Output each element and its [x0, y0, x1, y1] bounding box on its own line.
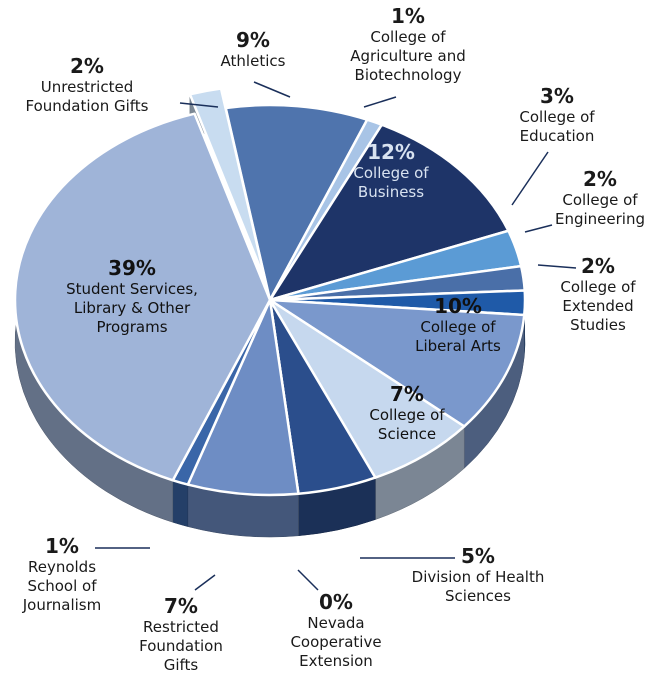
slice-percent: 12%: [367, 140, 415, 164]
slice-name: Division of Health Sciences: [411, 568, 545, 605]
slice-label: 3% College of Education: [502, 84, 612, 146]
slice-name: College of Engineering: [555, 191, 645, 228]
slice-label: 5% Division of Health Sciences: [398, 544, 558, 606]
leader-line: [524, 224, 553, 233]
slice-percent: 3%: [540, 84, 574, 108]
leader-line: [253, 81, 291, 98]
slice-label: 2% Unrestricted Foundation Gifts: [2, 54, 172, 116]
slice-name: College of Education: [519, 108, 595, 145]
slice-percent: 1%: [391, 4, 425, 28]
slice: [13, 112, 272, 482]
slice-name: Unrestricted Foundation Gifts: [25, 78, 149, 115]
slice-label: 0% Nevada Cooperative Extension: [281, 590, 391, 671]
leader-line: [194, 574, 216, 591]
leader-line: [511, 151, 549, 206]
slice-percent: 2%: [583, 167, 617, 191]
slice-percent: 10%: [434, 294, 482, 318]
slice-label: 1% College of Agriculture and Biotechnolo…: [333, 4, 483, 85]
slice-label: 9% Athletics: [193, 28, 313, 71]
slice: [186, 298, 300, 497]
slice-name: College of Liberal Arts: [415, 318, 501, 355]
slice-label: 1% Reynolds School of Journalism: [7, 534, 117, 615]
leader-line: [537, 264, 577, 269]
leader-line: [363, 96, 397, 108]
slice: [268, 298, 466, 479]
slice: [224, 103, 369, 302]
leader-line: [179, 102, 219, 108]
slice-percent: 7%: [164, 594, 198, 618]
slice-label: 7% Restricted Foundation Gifts: [126, 594, 236, 675]
slice: [188, 87, 267, 282]
slice-label: 39% Student Services, Library & Other Pro…: [42, 256, 222, 337]
slice-name: College of Science: [369, 406, 445, 443]
slice-label: 2% College of Engineering: [545, 167, 655, 229]
leader-line: [297, 569, 319, 591]
slice-name: Athletics: [220, 52, 286, 70]
slice-percent: 0%: [319, 590, 353, 614]
slice-percent: 2%: [70, 54, 104, 78]
slice-label: 7% College of Science: [352, 382, 462, 444]
slice: [268, 298, 526, 428]
slice-label: 12% College of Business: [331, 140, 451, 202]
slice-name: College of Business: [353, 164, 429, 201]
slice-name: Restricted Foundation Gifts: [139, 618, 223, 674]
slice-tops: [13, 87, 527, 497]
slice-percent: 2%: [581, 254, 615, 278]
slice-name: Reynolds School of Journalism: [22, 558, 102, 614]
slice-name: Nevada Cooperative Extension: [290, 614, 382, 670]
leader-lines: [95, 81, 577, 591]
slice-side: [172, 479, 189, 527]
slice-name: Student Services, Library & Other Progra…: [66, 280, 198, 336]
slice-percent: 5%: [461, 544, 495, 568]
slice-name: College of Extended Studies: [560, 278, 636, 334]
slice-name: College of Agriculture and Biotechnology: [350, 28, 466, 84]
slice-percent: 39%: [108, 256, 156, 280]
slice-percent: 7%: [390, 382, 424, 406]
slice-percent: 9%: [236, 28, 270, 52]
slice-label: 10% College of Liberal Arts: [398, 294, 518, 356]
slice: [268, 123, 510, 302]
slice-label: 2% College of Extended Studies: [543, 254, 653, 335]
slice-percent: 1%: [45, 534, 79, 558]
